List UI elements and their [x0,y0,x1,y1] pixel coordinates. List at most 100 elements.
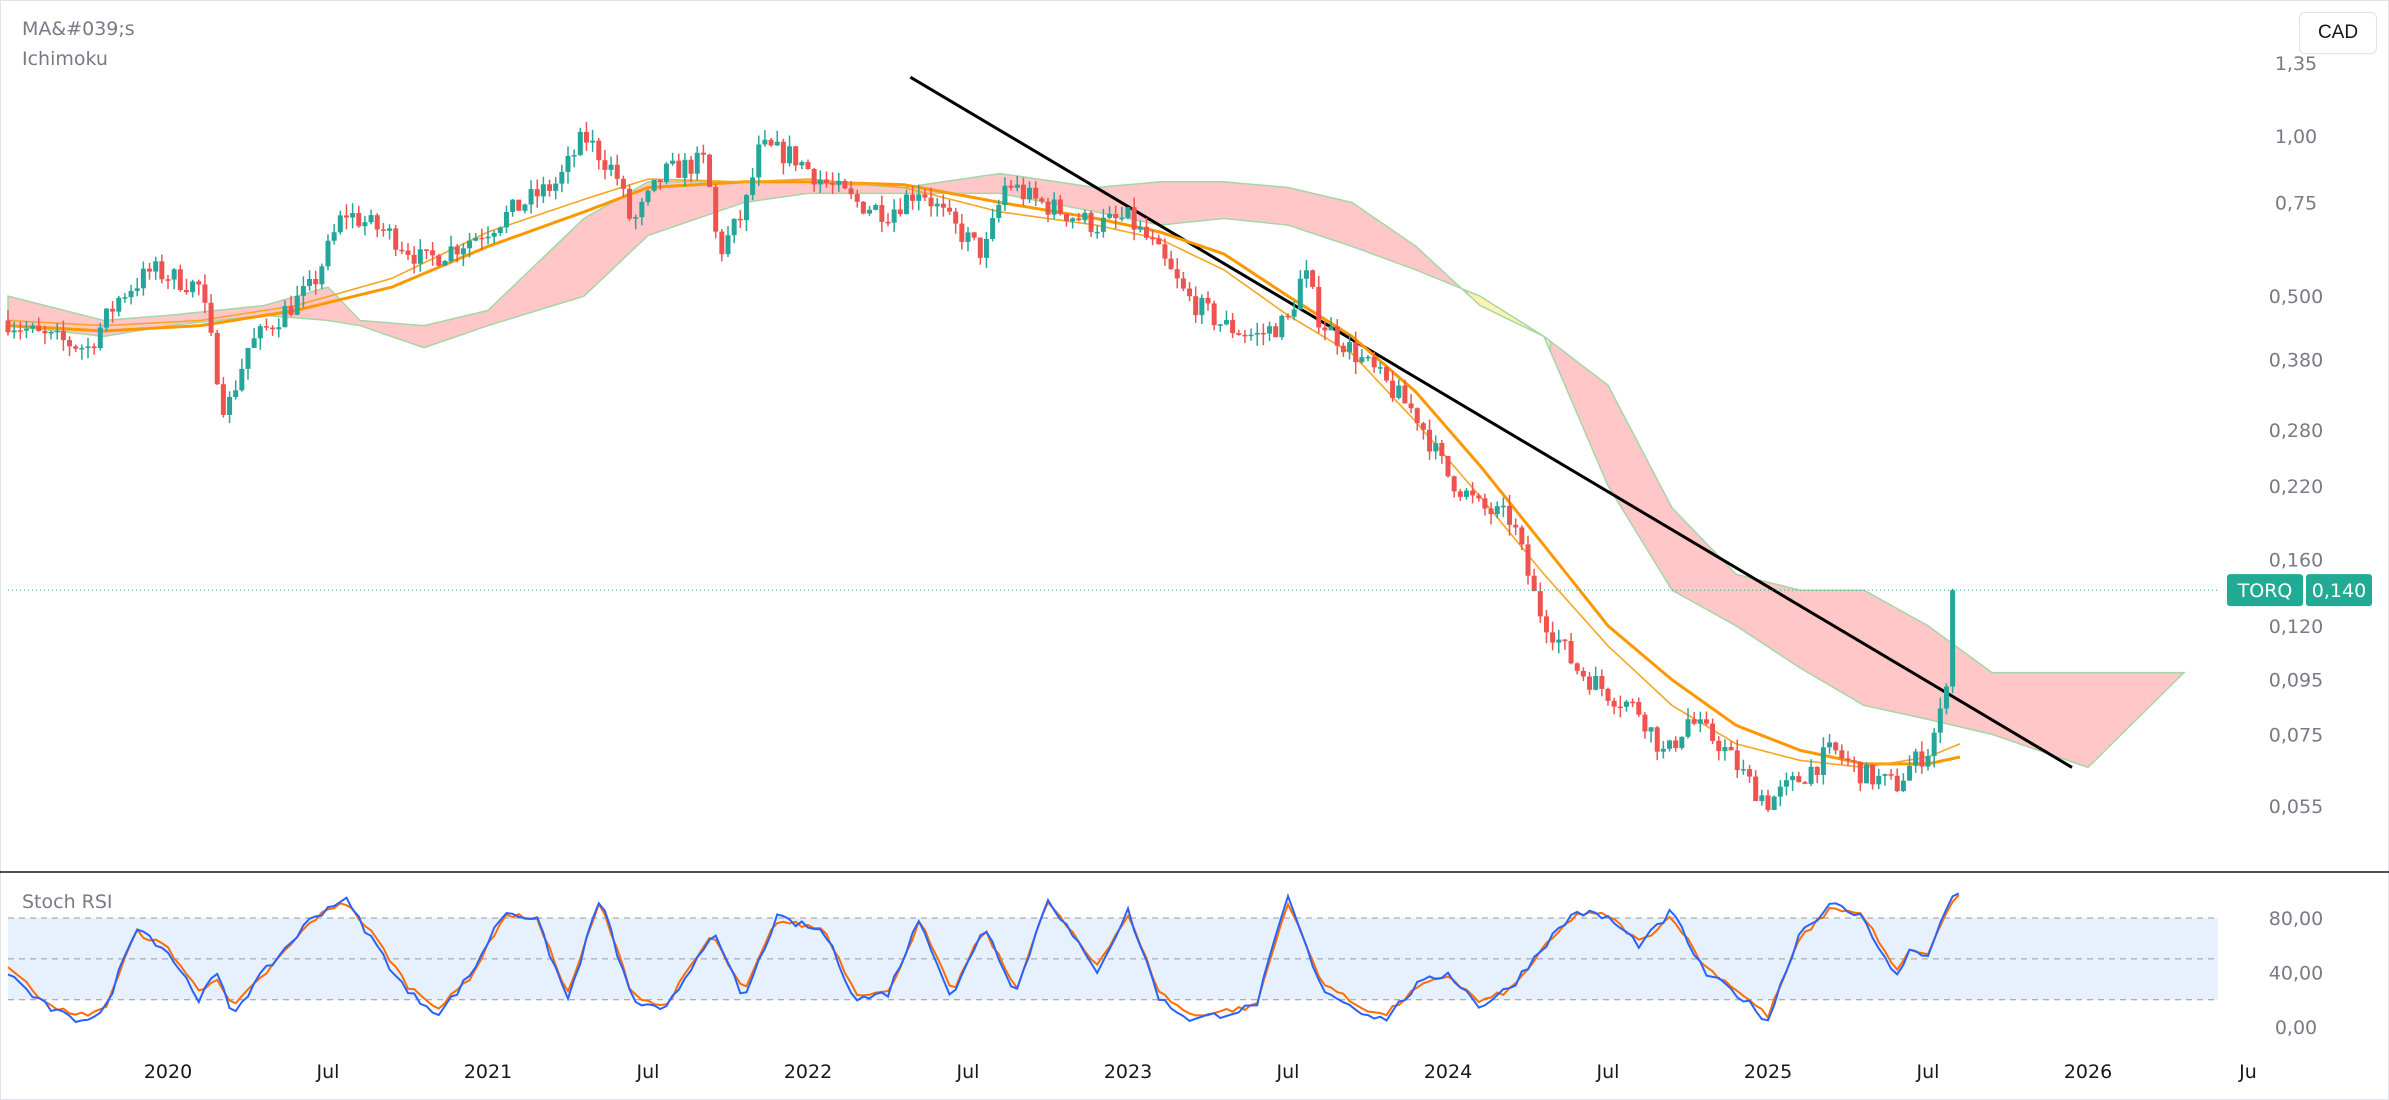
stoch-rsi-pane: 80,00 40,00 0,00 [0,871,2389,1039]
candle-body [1131,207,1137,230]
candle-body [140,268,146,289]
time-axis-label: 2026 [2064,1061,2112,1083]
candle-body [676,160,682,178]
candle-body [411,254,417,264]
candle-body [1654,727,1660,752]
candle-body [319,266,325,285]
time-axis-label: Jul [1276,1061,1300,1083]
candle-body [590,140,596,143]
candle-body [171,269,177,280]
candle-body [288,306,294,315]
candle-body [1820,747,1826,775]
candle-body [1051,199,1057,215]
candle-body [1488,508,1494,515]
candle-body [725,235,731,255]
candle-body [1851,760,1857,762]
candle-body [85,346,91,348]
candle-body [528,189,534,205]
candle-body [953,211,959,224]
time-axis-label: Ju [2238,1061,2257,1083]
price-axis-label: 0,095 [2269,670,2323,692]
candle-body [768,139,774,146]
candle-body [627,188,633,219]
candle-body [737,218,743,221]
time-axis-label: 2022 [784,1061,832,1083]
candle-body [1365,356,1371,359]
candle-body [430,250,436,256]
candle-body [1371,356,1377,368]
candle-body [368,215,374,223]
candle-body [405,250,411,255]
candle-body [657,179,663,182]
trendline[interactable] [909,75,2073,769]
candle-body [1063,213,1069,222]
candle-body [1913,751,1919,766]
candle-body [1082,212,1088,221]
candle-body [294,295,300,315]
candle-body [307,278,313,286]
time-axis[interactable]: 2020 Jul 2021 Jul 2022 Jul 2023 Jul 2024 Jul 2025 J… [144,1061,2257,1083]
candle-body [577,131,583,156]
candles [5,121,1956,813]
candle-body [1156,238,1162,245]
candle-body [1931,732,1937,757]
currency-button[interactable]: CAD [2299,12,2377,54]
candle-body [36,325,42,332]
candle-body [1703,719,1709,724]
candle-body [331,232,337,241]
candle-body [1513,524,1519,528]
candle-body [645,190,651,202]
candle-body [1777,786,1783,797]
candle-body [823,179,829,184]
candle-body [73,346,79,349]
candle-body [1525,544,1531,576]
price-axis-label: 0,220 [2269,476,2323,498]
ichimoku-indicator-label[interactable]: Ichimoku [22,48,108,70]
candle-body [1482,498,1488,509]
candle-body [547,184,553,191]
candle-body [1673,740,1679,748]
candle-body [1451,476,1457,492]
price-axis-label: 1,00 [2275,126,2317,148]
candle-body [965,232,971,242]
candle-body [1033,187,1039,199]
candle-body [220,384,226,415]
candle-body [190,281,196,293]
candle-body [128,290,134,298]
candle-body [337,215,343,233]
candle-body [854,194,860,202]
candle-body [977,237,983,258]
candle-body [1340,345,1346,353]
candle-body [1507,505,1513,525]
candle-body [1427,429,1433,452]
candle-body [134,288,140,291]
candle-body [983,238,989,258]
candle-body [1039,198,1045,202]
candle-body [116,297,122,312]
candle-body [257,326,263,339]
candle-body [350,213,356,218]
candle-body [1168,258,1174,270]
candle-body [565,155,571,172]
candle-body [1100,217,1106,232]
price-axis-label: 0,75 [2275,192,2317,214]
candle-body [553,183,559,191]
ma-indicator-label[interactable]: MA&#039;s [22,18,135,40]
candle-body [1057,199,1063,214]
candle-body [1900,780,1906,792]
candle-body [5,320,11,333]
stoch-rsi-title[interactable]: Stoch RSI [22,891,113,913]
time-axis-label: Jul [956,1061,980,1083]
candle-body [830,183,836,185]
candle-body [1094,231,1100,234]
price-axis[interactable]: 1,35 1,00 0,75 0,500 0,380 0,280 0,220 0,160 0,1… [2269,53,2323,818]
candle-body [713,186,719,232]
candle-body [1383,367,1389,381]
candle-body [1697,719,1703,724]
candle-body [393,228,399,250]
candle-body [103,308,109,328]
price-tag: TORQ 0,140 [2227,574,2372,607]
candle-body [1242,334,1248,337]
candle-body [1667,740,1673,749]
